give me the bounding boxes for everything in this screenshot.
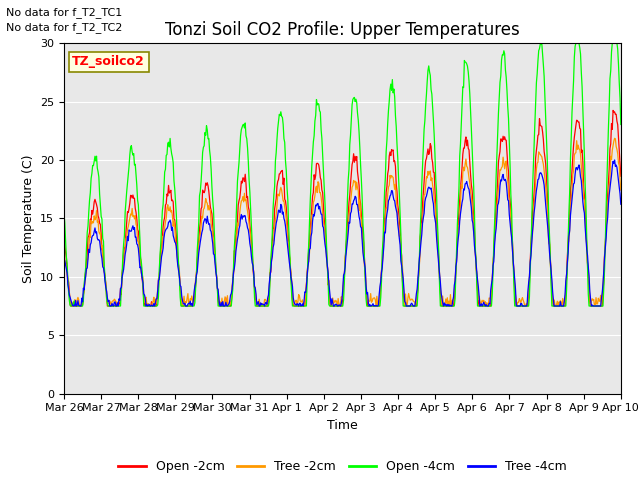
Tree -2cm	[60, 244, 68, 250]
Open -4cm	[185, 303, 193, 309]
Tree -4cm	[128, 225, 136, 231]
Y-axis label: Soil Temperature (C): Soil Temperature (C)	[22, 154, 35, 283]
Tree -2cm	[67, 303, 75, 309]
Tree -2cm	[185, 301, 193, 307]
Tree -2cm	[411, 300, 419, 305]
Line: Open -2cm: Open -2cm	[64, 110, 621, 306]
Open -4cm	[71, 303, 79, 309]
Open -4cm	[572, 40, 580, 46]
Line: Tree -2cm: Tree -2cm	[64, 138, 621, 306]
Tree -4cm	[617, 201, 625, 207]
Text: No data for f_T2_TC2: No data for f_T2_TC2	[6, 22, 123, 33]
Open -2cm	[60, 234, 68, 240]
Tree -2cm	[71, 297, 79, 302]
Open -2cm	[617, 173, 625, 179]
X-axis label: Time: Time	[327, 419, 358, 432]
Open -4cm	[214, 303, 222, 309]
Open -4cm	[428, 87, 435, 93]
Tree -2cm	[611, 135, 618, 141]
Tree -4cm	[428, 185, 435, 191]
Text: No data for f_T2_TC1: No data for f_T2_TC1	[6, 7, 123, 18]
Tree -4cm	[611, 157, 618, 163]
Tree -2cm	[128, 205, 136, 211]
Tree -4cm	[411, 303, 419, 309]
Open -2cm	[214, 298, 222, 303]
Open -2cm	[609, 108, 617, 113]
Tree -4cm	[214, 287, 222, 292]
Open -2cm	[128, 195, 136, 201]
Open -2cm	[71, 303, 79, 309]
Open -2cm	[411, 303, 419, 309]
Text: TZ_soilco2: TZ_soilco2	[72, 56, 145, 69]
Legend: Open -2cm, Tree -2cm, Open -4cm, Tree -4cm: Open -2cm, Tree -2cm, Open -4cm, Tree -4…	[113, 456, 572, 479]
Tree -4cm	[60, 256, 68, 262]
Title: Tonzi Soil CO2 Profile: Upper Temperatures: Tonzi Soil CO2 Profile: Upper Temperatur…	[165, 21, 520, 39]
Open -4cm	[60, 210, 68, 216]
Open -2cm	[67, 303, 75, 309]
Open -4cm	[617, 121, 625, 127]
Open -2cm	[428, 144, 435, 149]
Open -4cm	[67, 303, 75, 309]
Open -4cm	[411, 303, 419, 309]
Open -2cm	[185, 303, 193, 309]
Open -4cm	[128, 149, 136, 155]
Line: Open -4cm: Open -4cm	[64, 43, 621, 306]
Tree -4cm	[71, 303, 79, 309]
Tree -4cm	[70, 303, 77, 309]
Tree -2cm	[428, 178, 435, 183]
Tree -2cm	[617, 187, 625, 193]
Line: Tree -4cm: Tree -4cm	[64, 160, 621, 306]
Tree -2cm	[214, 290, 222, 296]
Tree -4cm	[185, 300, 193, 306]
